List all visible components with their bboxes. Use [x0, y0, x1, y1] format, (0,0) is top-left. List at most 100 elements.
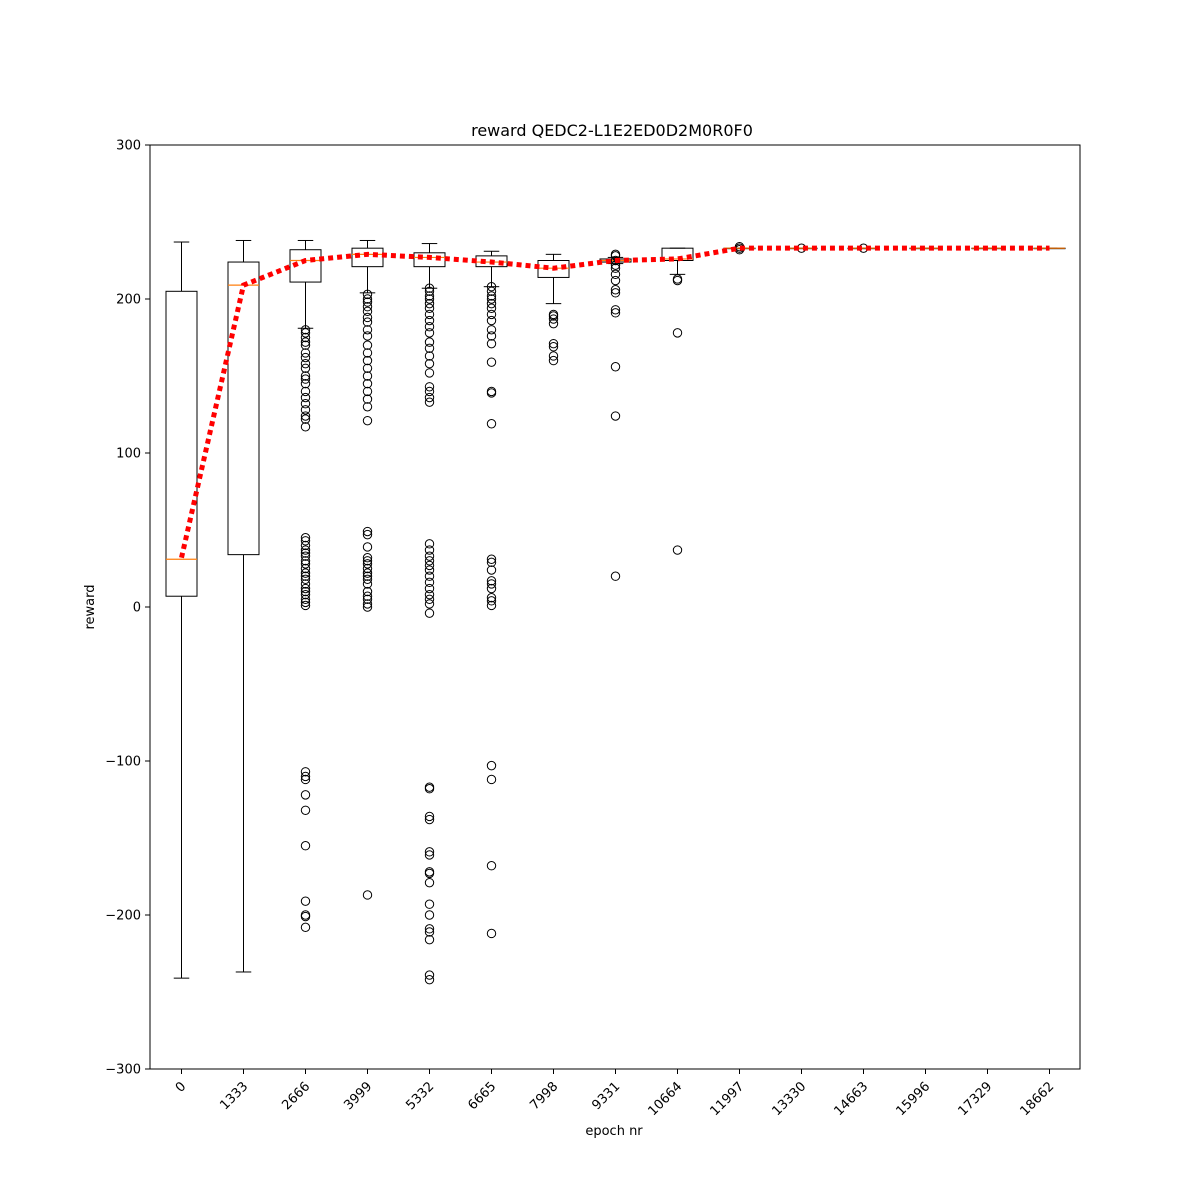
outlier-point	[610, 275, 621, 286]
box-group	[227, 239, 260, 973]
outlier-point	[362, 591, 373, 601]
chart-title: reward QEDC2-L1E2ED0D2M0R0F0	[471, 121, 753, 140]
outlier-point	[300, 399, 311, 409]
outlier-point	[548, 355, 559, 366]
outlier-point	[424, 784, 435, 794]
outlier-point	[300, 563, 311, 574]
outlier-point	[300, 422, 311, 432]
outlier-point	[486, 576, 497, 586]
outlier-point	[486, 579, 497, 589]
outlier-point	[486, 325, 497, 335]
outlier-point	[424, 298, 435, 309]
outlier-point	[424, 397, 435, 407]
outlier-point	[300, 600, 311, 611]
outlier-point	[424, 322, 435, 332]
outlier-point	[362, 394, 373, 404]
outlier-point	[424, 608, 435, 618]
y-tick-label: −100	[105, 755, 141, 770]
outlier-point	[362, 526, 373, 537]
outlier-point	[424, 392, 435, 403]
box-group	[289, 239, 322, 933]
y-tick-label: 200	[116, 293, 141, 308]
y-tick-label: −200	[105, 909, 141, 924]
outlier-point	[610, 411, 621, 421]
outlier-point	[362, 890, 373, 900]
outlier-point	[424, 351, 435, 361]
outlier-point	[424, 539, 435, 549]
outlier-point	[362, 302, 373, 312]
outlier-point	[300, 340, 311, 350]
outlier-point	[486, 596, 497, 606]
outlier-point	[424, 814, 435, 825]
outlier-point	[486, 303, 497, 313]
outlier-point	[424, 868, 435, 879]
outlier-point	[486, 315, 497, 326]
outlier-point	[486, 309, 497, 320]
outlier-point	[486, 294, 497, 304]
outlier-point	[300, 348, 311, 358]
outlier-point	[486, 928, 497, 939]
outlier-point	[362, 331, 373, 341]
outlier-point	[362, 340, 373, 350]
outlier-point	[486, 557, 497, 568]
outlier-point	[486, 331, 497, 341]
outlier-point	[424, 315, 435, 326]
outlier-point	[486, 298, 497, 309]
outlier-point	[362, 559, 373, 569]
y-tick-label: 300	[116, 139, 141, 154]
outlier-point	[486, 286, 497, 296]
outlier-point	[300, 805, 311, 815]
outlier-point	[300, 386, 311, 397]
outlier-point	[424, 565, 435, 575]
outlier-point	[424, 934, 435, 945]
outlier-point	[362, 402, 373, 412]
outlier-point	[424, 899, 435, 909]
x-axis-label: epoch nr	[585, 1124, 643, 1139]
outlier-point	[300, 841, 311, 851]
outlier-point	[424, 583, 435, 594]
y-axis: −300 −200 −100 0 100 200 300	[105, 139, 150, 1078]
outlier-point	[300, 358, 311, 369]
outlier-point	[424, 927, 435, 937]
outlier-point	[362, 317, 373, 327]
outlier-point	[362, 568, 373, 578]
outlier-point	[424, 599, 435, 609]
outlier-point	[300, 559, 311, 569]
outlier-point	[424, 811, 435, 822]
outlier-point	[424, 924, 435, 934]
outlier-point	[424, 337, 435, 347]
outlier-point	[424, 328, 435, 338]
outlier-point	[548, 311, 559, 321]
outlier-point	[424, 283, 435, 293]
outlier-point	[362, 312, 373, 323]
outlier-point	[300, 911, 311, 922]
outlier-point	[300, 594, 311, 604]
outlier-point	[300, 379, 311, 389]
outlier-point	[362, 355, 373, 366]
outlier-point	[424, 294, 435, 304]
outlier-point	[486, 291, 497, 301]
outlier-point	[300, 392, 311, 403]
outlier-point	[362, 599, 373, 609]
outlier-point	[300, 922, 311, 933]
outlier-point	[486, 774, 497, 785]
outlier-point	[486, 583, 497, 594]
outlier-point	[672, 275, 683, 286]
outlier-point	[300, 790, 311, 800]
outlier-point	[300, 371, 311, 381]
outlier-point	[486, 357, 497, 367]
outlier-point	[424, 850, 435, 860]
outlier-point	[300, 771, 311, 782]
outlier-point	[424, 556, 435, 566]
outlier-point	[424, 358, 435, 369]
outlier-point	[300, 589, 311, 600]
outlier-point	[486, 565, 497, 575]
outlier-point	[548, 314, 559, 324]
outlier-point	[362, 563, 373, 574]
outlier-point	[362, 297, 373, 307]
outlier-point	[300, 536, 311, 546]
outlier-point	[300, 571, 311, 581]
outlier-point	[300, 767, 311, 777]
box	[165, 290, 198, 597]
outlier-point	[300, 896, 311, 906]
